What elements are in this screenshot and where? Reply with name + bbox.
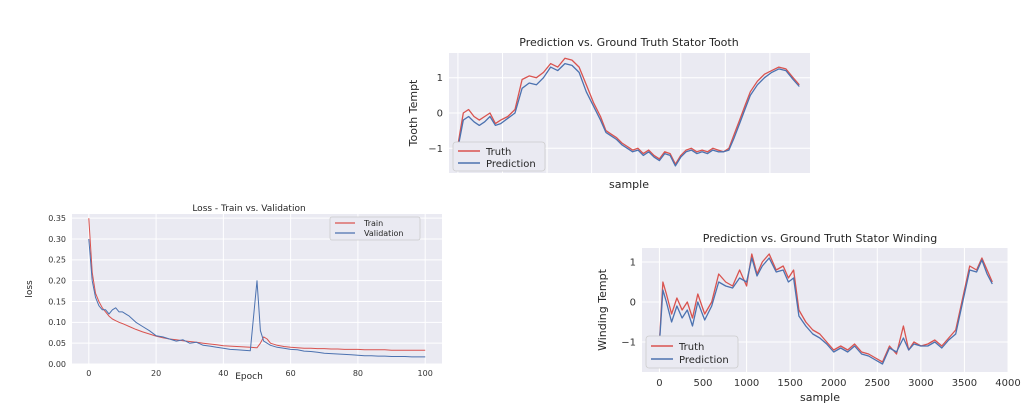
series-line-prediction [658, 257, 993, 365]
legend: Truth Prediction [452, 141, 546, 172]
y-tick-label: 1 [630, 258, 636, 269]
y-tick-label: 1 [437, 73, 443, 84]
x-tick-label: 500 [693, 378, 712, 389]
y-tick-label: 0.05 [48, 339, 66, 348]
legend-box [645, 335, 739, 369]
y-tick-label: 0.15 [48, 297, 66, 306]
y-tick-label: 0.20 [48, 276, 66, 285]
x-tick-label: 3500 [952, 378, 977, 389]
legend: Train Validation [329, 216, 421, 241]
legend-label-prediction: Prediction [679, 355, 729, 366]
x-tick-label: 3000 [908, 378, 933, 389]
y-axis-label: Tooth Tempt [407, 79, 420, 147]
x-tick-label: 100 [418, 369, 433, 378]
y-tick-label: 0 [630, 298, 636, 309]
y-tick-label: 0.25 [48, 256, 66, 265]
series-line-truth [658, 253, 993, 363]
x-tick-label: 2500 [865, 378, 890, 389]
x-axis-label: sample [800, 391, 840, 404]
x-axis-label: sample [609, 178, 649, 191]
x-tick-label: 0 [656, 378, 662, 389]
x-tick-label: 4000 [995, 378, 1020, 389]
y-tick-label: 0.10 [48, 318, 66, 327]
series-line-validation [88, 238, 426, 358]
y-tick-label: −1 [621, 338, 636, 349]
x-tick-label: 20 [151, 369, 161, 378]
x-tick-label: 0 [86, 369, 91, 378]
series-line-prediction [457, 62, 800, 167]
chart-loss: Loss - Train vs. Validation 0.00 0.05 0.10… [25, 204, 442, 382]
legend-label-validation: Validation [364, 229, 404, 238]
legend: Truth Prediction [645, 335, 739, 369]
x-tick-label: 1000 [734, 378, 759, 389]
x-tick-label: 1500 [777, 378, 802, 389]
y-tick-label: 0.00 [48, 360, 66, 369]
y-axis-label: loss [25, 280, 35, 298]
legend-label-train: Train [363, 219, 383, 228]
x-tick-label: 80 [353, 369, 363, 378]
y-axis-label: Winding Tempt [596, 268, 609, 350]
x-tick-label: 40 [218, 369, 228, 378]
series-line-truth [457, 57, 800, 165]
y-tick-label: −1 [428, 144, 443, 155]
x-tick-label: 60 [286, 369, 296, 378]
chart-stator-tooth: Prediction vs. Ground Truth Stator Tooth… [407, 36, 810, 191]
y-tick-label: 0.35 [48, 214, 66, 223]
legend-label-truth: Truth [485, 147, 511, 158]
y-tick-label: 0.30 [48, 235, 66, 244]
legend-label-truth: Truth [678, 342, 704, 353]
chart-title: Loss - Train vs. Validation [192, 204, 305, 214]
x-tick-label: 2000 [821, 378, 846, 389]
series-line-train [88, 218, 426, 351]
y-tick-label: 0 [437, 109, 443, 120]
x-axis-label: Epoch [235, 372, 263, 382]
chart-title: Prediction vs. Ground Truth Stator Tooth [519, 36, 738, 49]
chart-title: Prediction vs. Ground Truth Stator Windi… [703, 232, 937, 245]
legend-label-prediction: Prediction [486, 159, 536, 170]
chart-stator-winding: Prediction vs. Ground Truth Stator Windi… [596, 232, 1021, 404]
